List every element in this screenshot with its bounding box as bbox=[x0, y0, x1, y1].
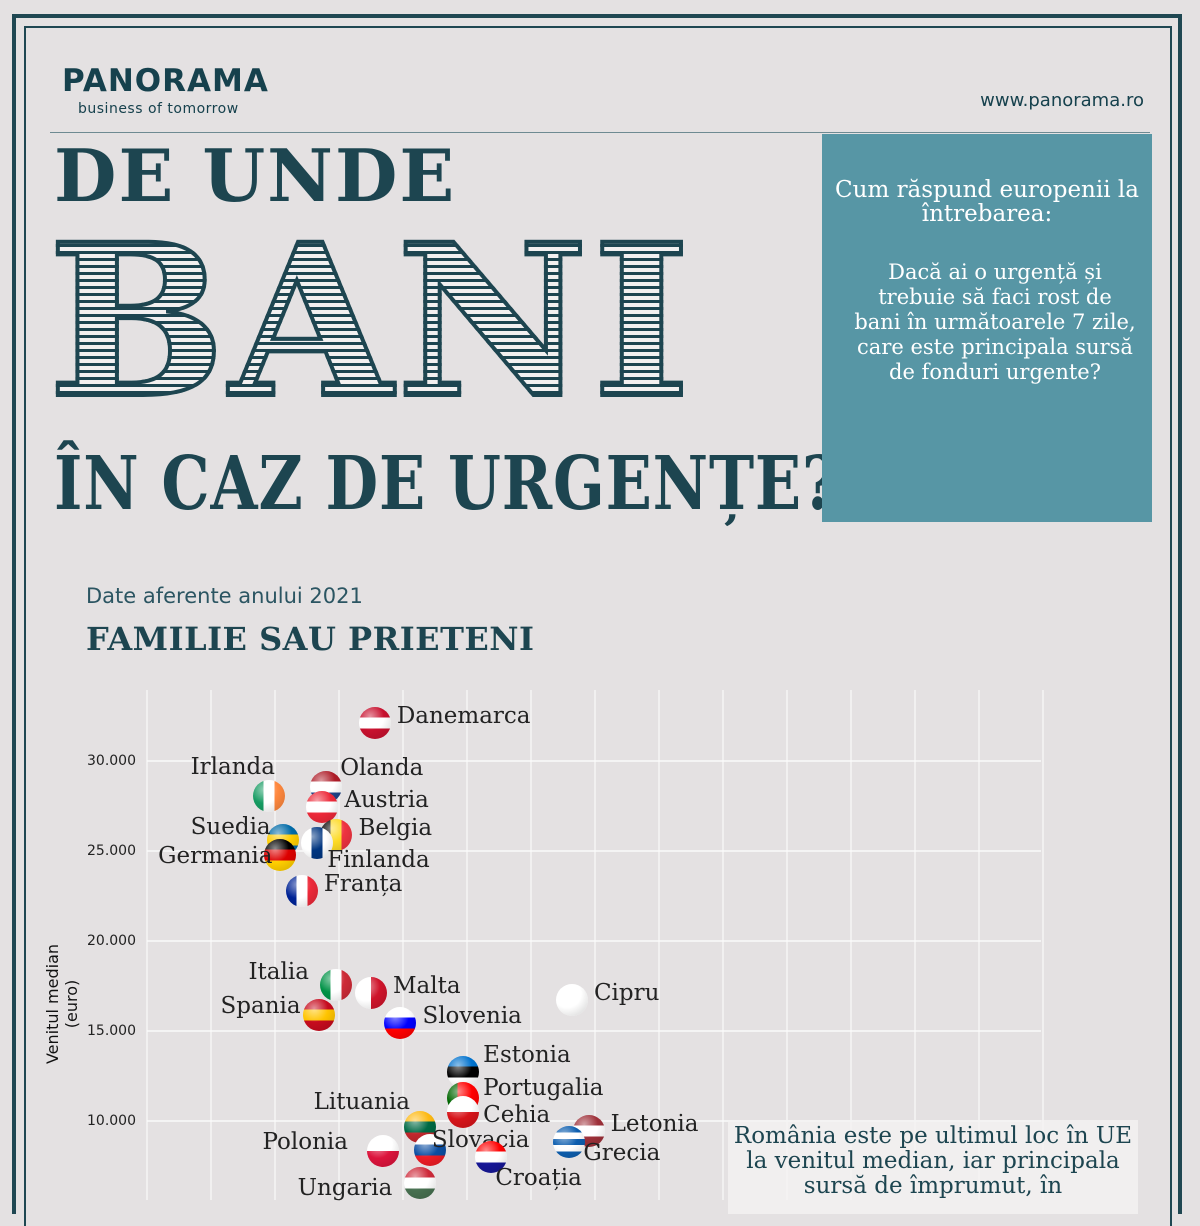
point-label: Lituania bbox=[313, 1089, 410, 1116]
flag-marker-slovacia[interactable] bbox=[413, 1133, 446, 1166]
point-label: Grecia bbox=[583, 1139, 661, 1166]
y-tick-label: 25.000 bbox=[87, 843, 136, 859]
point-label: Cipru bbox=[593, 980, 660, 1007]
question-text: Dacă ai o urgență și trebuie să faci ros… bbox=[854, 260, 1136, 384]
point-label: Germania bbox=[158, 842, 273, 869]
flag-marker-danemarca[interactable] bbox=[358, 707, 391, 740]
flag-marker-ungaria[interactable] bbox=[403, 1167, 436, 1200]
point-label: Slovacia bbox=[431, 1126, 530, 1153]
category-title: FAMILIE SAU PRIETENI bbox=[86, 620, 535, 658]
logo: PANORAMA bbox=[62, 63, 269, 99]
point-label: Ungaria bbox=[297, 1175, 393, 1202]
question-box: Cum răspund europenii la întrebarea: Dac… bbox=[822, 134, 1152, 522]
point-label: Slovenia bbox=[422, 1002, 522, 1029]
title-line-2: BANI bbox=[46, 198, 695, 445]
header-divider bbox=[50, 132, 1150, 133]
point-label: Finlanda bbox=[327, 846, 430, 873]
flag-marker-germania[interactable] bbox=[264, 838, 297, 871]
flag-marker-grecia[interactable] bbox=[553, 1125, 586, 1158]
flag-marker-cehia[interactable] bbox=[447, 1096, 480, 1128]
flag-marker-polonia[interactable] bbox=[366, 1134, 399, 1167]
logo-tagline: business of tomorrow bbox=[78, 101, 239, 117]
flag-marker-croația[interactable] bbox=[475, 1141, 508, 1173]
point-label: Polonia bbox=[262, 1128, 348, 1155]
flag-marker-austria[interactable] bbox=[306, 790, 339, 823]
flag-marker-franța[interactable] bbox=[285, 874, 318, 907]
flag-marker-spania[interactable] bbox=[302, 998, 335, 1031]
point-label: Suedia bbox=[190, 814, 271, 841]
point-label: Croația bbox=[495, 1165, 582, 1191]
question-heading: Cum răspund europenii la întrebarea: bbox=[835, 177, 1139, 227]
point-label: Portugalia bbox=[483, 1074, 604, 1101]
website-url[interactable]: www.panorama.ro bbox=[980, 90, 1144, 111]
flag-marker-irlanda[interactable] bbox=[252, 780, 285, 813]
title-line-3: ÎN CAZ DE URGENȚE? bbox=[54, 441, 839, 527]
point-label: Danemarca bbox=[396, 703, 531, 730]
y-tick-label: 20.000 bbox=[87, 933, 136, 949]
point-label: Olanda bbox=[340, 755, 424, 782]
point-label: Italia bbox=[248, 959, 309, 986]
y-tick-label: 10.000 bbox=[87, 1113, 136, 1129]
romania-note: România este pe ultimul loc în UE la ven… bbox=[728, 1120, 1138, 1214]
flag-marker-slovenia[interactable] bbox=[384, 1006, 417, 1039]
y-tick-label: 15.000 bbox=[87, 1023, 136, 1039]
point-label: Irlanda bbox=[190, 754, 275, 781]
title-line-1: DE UNDE bbox=[54, 133, 457, 218]
flag-marker-finlanda[interactable] bbox=[301, 826, 334, 859]
point-label: Austria bbox=[344, 786, 429, 813]
scatter-chart: Venitul median (euro) 10.000 15.000 20.000… bbox=[43, 690, 1044, 1202]
outer-frame bbox=[12, 14, 1182, 1214]
point-label: Franța bbox=[323, 870, 403, 897]
point-label: Cehia bbox=[483, 1102, 551, 1128]
flag-marker-cipru[interactable] bbox=[555, 984, 588, 1017]
point-label: Malta bbox=[393, 973, 461, 1000]
inner-frame bbox=[24, 26, 1172, 1226]
point-label: Letonia bbox=[610, 1110, 699, 1137]
point-label: Belgia bbox=[358, 814, 433, 841]
y-tick-label: 30.000 bbox=[87, 753, 136, 769]
chart-grid bbox=[146, 690, 1044, 1200]
subtitle: Date aferente anului 2021 bbox=[86, 584, 363, 608]
flag-marker-italia[interactable] bbox=[320, 969, 353, 1002]
flag-marker-malta[interactable] bbox=[355, 977, 387, 1010]
point-label: Estonia bbox=[483, 1042, 571, 1069]
point-label: Spania bbox=[220, 992, 301, 1019]
